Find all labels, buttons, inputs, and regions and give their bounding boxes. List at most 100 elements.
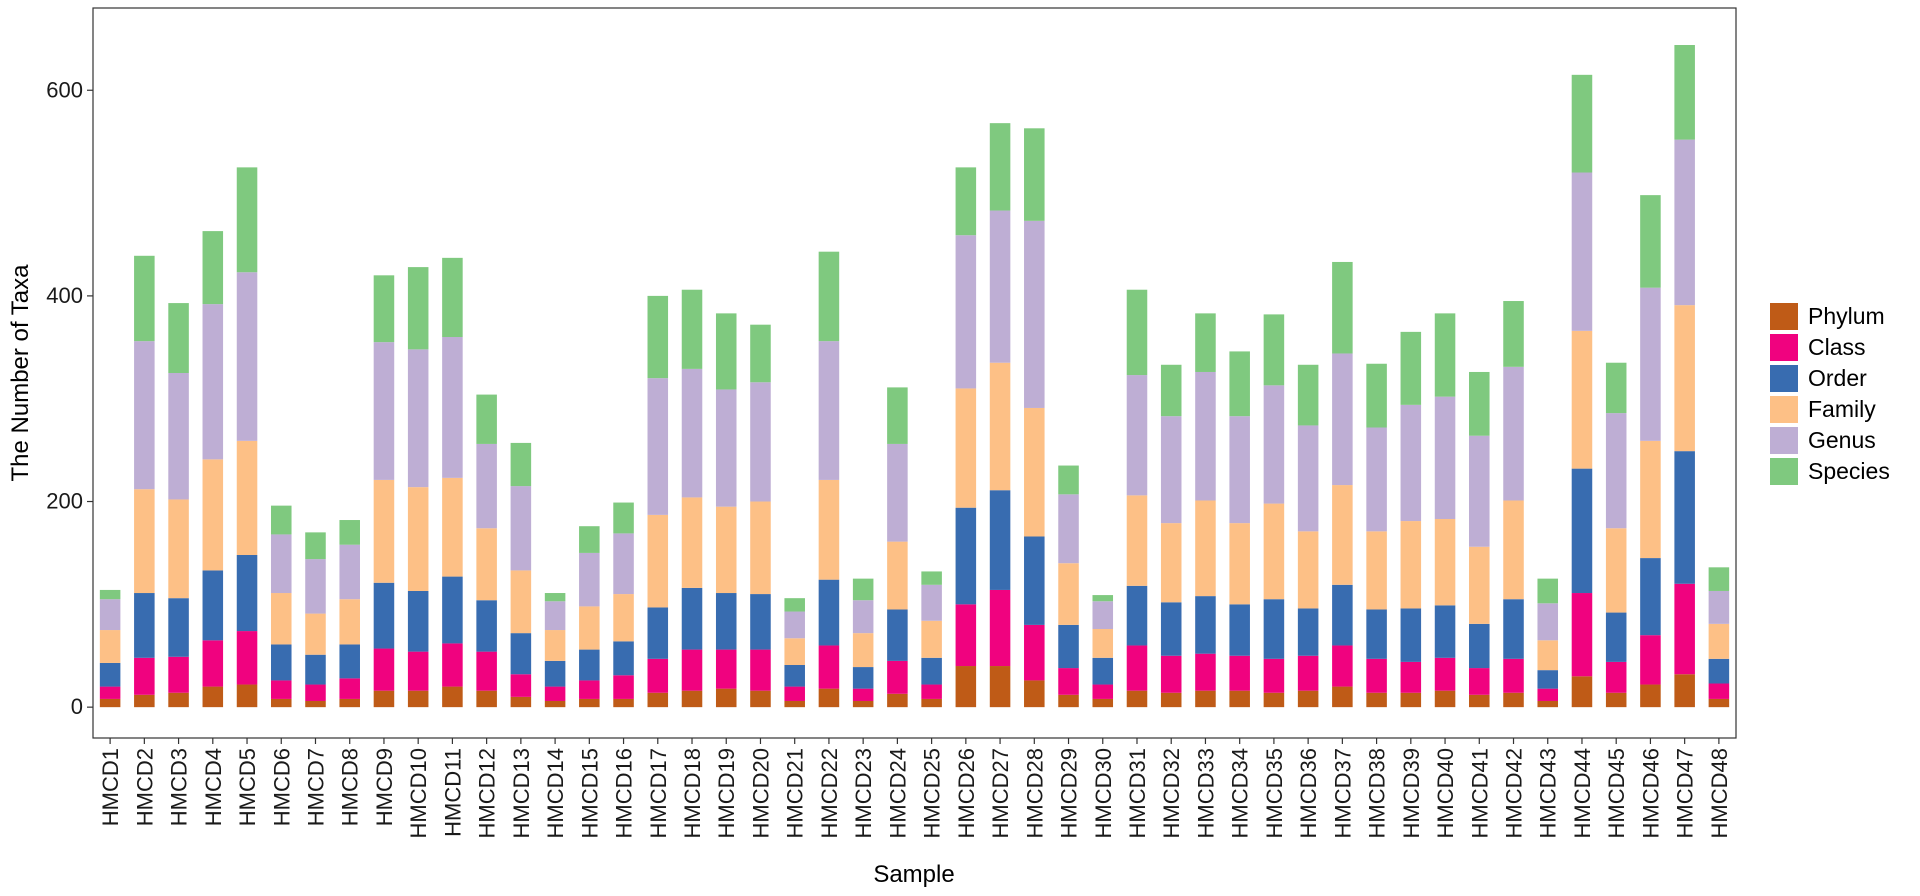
bar-phylum-hmcd27: [989, 666, 1011, 708]
legend-label-order: Order: [1808, 365, 1867, 391]
bar-class-hmcd42: [1503, 658, 1524, 693]
bar-class-hmcd9: [373, 648, 395, 691]
bar-species-hmcd2: [134, 255, 155, 342]
bar-family-hmcd44: [1571, 330, 1593, 469]
bar-family-hmcd37: [1332, 485, 1353, 585]
bar-class-hmcd22: [818, 645, 840, 689]
bar-genus-hmcd36: [1297, 425, 1319, 532]
bar-order-hmcd28: [1024, 536, 1045, 625]
bar-order-hmcd12: [476, 600, 497, 652]
x-tick-label: HMCD16: [612, 748, 637, 838]
bar-family-hmcd10: [407, 487, 429, 591]
bar-order-hmcd9: [373, 582, 395, 649]
bar-class-hmcd34: [1229, 655, 1250, 691]
bar-phylum-hmcd32: [1160, 692, 1182, 708]
bar-phylum-hmcd1: [99, 698, 121, 708]
bar-class-hmcd45: [1605, 661, 1627, 693]
bar-genus-hmcd5: [236, 272, 258, 441]
plot-panel: [92, 7, 1737, 739]
bar-phylum-hmcd48: [1708, 698, 1730, 708]
bar-species-hmcd45: [1605, 362, 1627, 414]
bar-phylum-hmcd11: [442, 686, 463, 708]
bar-class-hmcd24: [887, 660, 908, 694]
bar-genus-hmcd11: [442, 337, 463, 478]
bar-family-hmcd18: [681, 497, 703, 588]
x-tick-label: HMCD48: [1707, 748, 1732, 838]
bar-genus-hmcd25: [921, 584, 942, 621]
x-tick-label: HMCD47: [1673, 748, 1698, 838]
bar-species-hmcd46: [1640, 195, 1661, 288]
bar-class-hmcd48: [1708, 683, 1730, 699]
bar-family-hmcd9: [373, 479, 395, 583]
bar-genus-hmcd34: [1229, 416, 1250, 524]
x-tick-label: HMCD20: [748, 748, 773, 838]
x-tick-label: HMCD26: [954, 748, 979, 838]
bar-phylum-hmcd28: [1024, 680, 1045, 708]
x-tick-label: HMCD35: [1262, 748, 1287, 838]
bar-class-hmcd15: [579, 680, 600, 699]
bar-genus-hmcd13: [510, 486, 532, 571]
bar-species-hmcd20: [750, 324, 771, 383]
bar-genus-hmcd19: [715, 389, 737, 507]
bar-family-hmcd46: [1640, 440, 1661, 559]
bar-species-hmcd38: [1366, 363, 1387, 428]
bar-family-hmcd35: [1263, 503, 1285, 600]
bar-class-hmcd5: [236, 631, 258, 685]
x-axis: HMCD1 HMCD2 HMCD3 HMCD4 HMCD5 HMCD6 HMCD7 HMCD8…: [98, 738, 1732, 838]
bar-family-hmcd40: [1434, 519, 1456, 606]
bar-class-hmcd4: [202, 640, 224, 687]
bar-species-hmcd21: [784, 598, 805, 612]
bar-class-hmcd12: [476, 651, 497, 691]
legend-label-phylum: Phylum: [1808, 303, 1885, 329]
bar-family-hmcd25: [921, 620, 942, 658]
bar-order-hmcd24: [887, 609, 908, 661]
bar-phylum-hmcd6: [270, 698, 292, 708]
bar-genus-hmcd37: [1332, 353, 1353, 486]
bar-species-hmcd25: [921, 571, 942, 585]
bar-family-hmcd3: [168, 499, 189, 599]
bar-family-hmcd5: [236, 440, 258, 555]
bar-genus-hmcd47: [1674, 139, 1695, 306]
bar-genus-hmcd45: [1605, 413, 1627, 529]
x-tick-label: HMCD7: [303, 748, 328, 826]
bar-order-hmcd40: [1434, 605, 1456, 658]
bar-family-hmcd28: [1024, 407, 1045, 537]
bar-species-hmcd37: [1332, 261, 1353, 354]
x-tick-label: HMCD1: [98, 748, 123, 826]
bar-phylum-hmcd13: [510, 696, 532, 708]
bar-species-hmcd15: [579, 526, 600, 553]
bar-phylum-hmcd40: [1434, 690, 1456, 708]
bar-phylum-hmcd36: [1297, 690, 1319, 708]
bar-species-hmcd29: [1058, 465, 1079, 495]
bar-phylum-hmcd18: [681, 690, 703, 708]
bar-class-hmcd13: [510, 674, 532, 697]
bar-genus-hmcd15: [579, 552, 600, 607]
x-tick-label: HMCD3: [167, 748, 192, 826]
x-tick-label: HMCD34: [1228, 748, 1253, 838]
x-tick-label: HMCD27: [988, 748, 1013, 838]
bar-class-hmcd35: [1263, 658, 1285, 693]
bar-species-hmcd48: [1708, 567, 1730, 591]
bar-species-hmcd17: [647, 295, 669, 379]
bar-species-hmcd4: [202, 231, 224, 305]
bar-family-hmcd48: [1708, 623, 1730, 659]
x-tick-label: HMCD17: [646, 748, 671, 838]
legend-label-genus: Genus: [1808, 427, 1876, 453]
bar-phylum-hmcd41: [1469, 694, 1490, 708]
bar-class-hmcd39: [1400, 661, 1422, 693]
bar-class-hmcd23: [852, 688, 874, 701]
x-axis-title: Sample: [873, 861, 954, 888]
bar-family-hmcd13: [510, 570, 532, 634]
bar-class-hmcd33: [1195, 653, 1216, 691]
bar-phylum-hmcd2: [134, 694, 155, 708]
bar-species-hmcd14: [544, 593, 566, 602]
bar-species-hmcd47: [1674, 45, 1695, 140]
bar-species-hmcd8: [339, 520, 360, 545]
x-tick-label: HMCD5: [235, 748, 260, 826]
bar-phylum-hmcd23: [852, 700, 874, 708]
bar-order-hmcd43: [1537, 670, 1559, 689]
bar-genus-hmcd21: [784, 611, 805, 639]
bar-phylum-hmcd26: [955, 666, 977, 708]
x-tick-label: HMCD32: [1159, 748, 1184, 838]
bar-order-hmcd10: [407, 590, 429, 652]
